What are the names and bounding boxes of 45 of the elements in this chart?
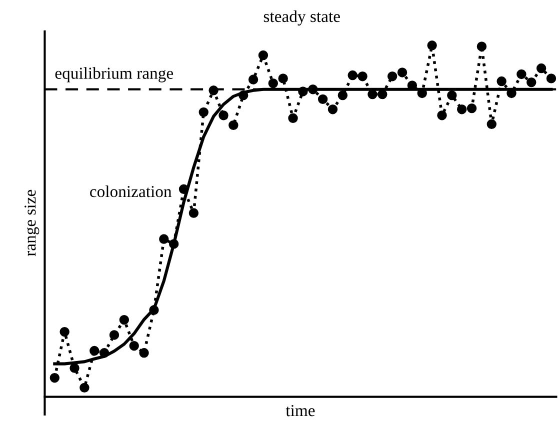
point — [119, 315, 130, 325]
y-axis-title: range size — [24, 190, 40, 256]
point — [258, 50, 268, 60]
point — [387, 71, 398, 82]
point — [378, 89, 388, 100]
point — [228, 120, 238, 130]
point — [526, 77, 536, 88]
point — [348, 70, 358, 80]
point — [288, 113, 298, 124]
point — [328, 104, 338, 114]
point — [338, 90, 348, 100]
point — [208, 86, 218, 96]
point — [536, 63, 546, 74]
point — [437, 110, 447, 120]
point — [278, 74, 288, 84]
point — [80, 382, 90, 393]
chart-title: steady state — [264, 10, 340, 26]
point — [476, 42, 487, 52]
point — [456, 104, 467, 114]
point — [60, 326, 70, 337]
point — [466, 103, 477, 114]
point — [90, 346, 100, 356]
point — [188, 208, 199, 218]
ref-line-label: equilibrium range — [55, 67, 174, 82]
point — [218, 110, 228, 120]
point — [198, 107, 208, 118]
point — [397, 68, 408, 78]
point — [268, 78, 278, 88]
point — [50, 372, 60, 383]
point — [546, 74, 556, 84]
point — [70, 363, 80, 373]
point — [516, 69, 526, 80]
point — [486, 119, 497, 129]
point — [109, 330, 120, 340]
point — [427, 40, 437, 50]
annotation: colonization — [90, 185, 172, 198]
point — [139, 348, 149, 358]
point — [318, 94, 328, 104]
point — [447, 90, 457, 100]
point — [358, 71, 368, 82]
point — [129, 341, 139, 351]
point — [248, 74, 258, 84]
x-axis-title: time — [286, 404, 315, 416]
point — [496, 76, 506, 86]
point — [159, 234, 169, 244]
